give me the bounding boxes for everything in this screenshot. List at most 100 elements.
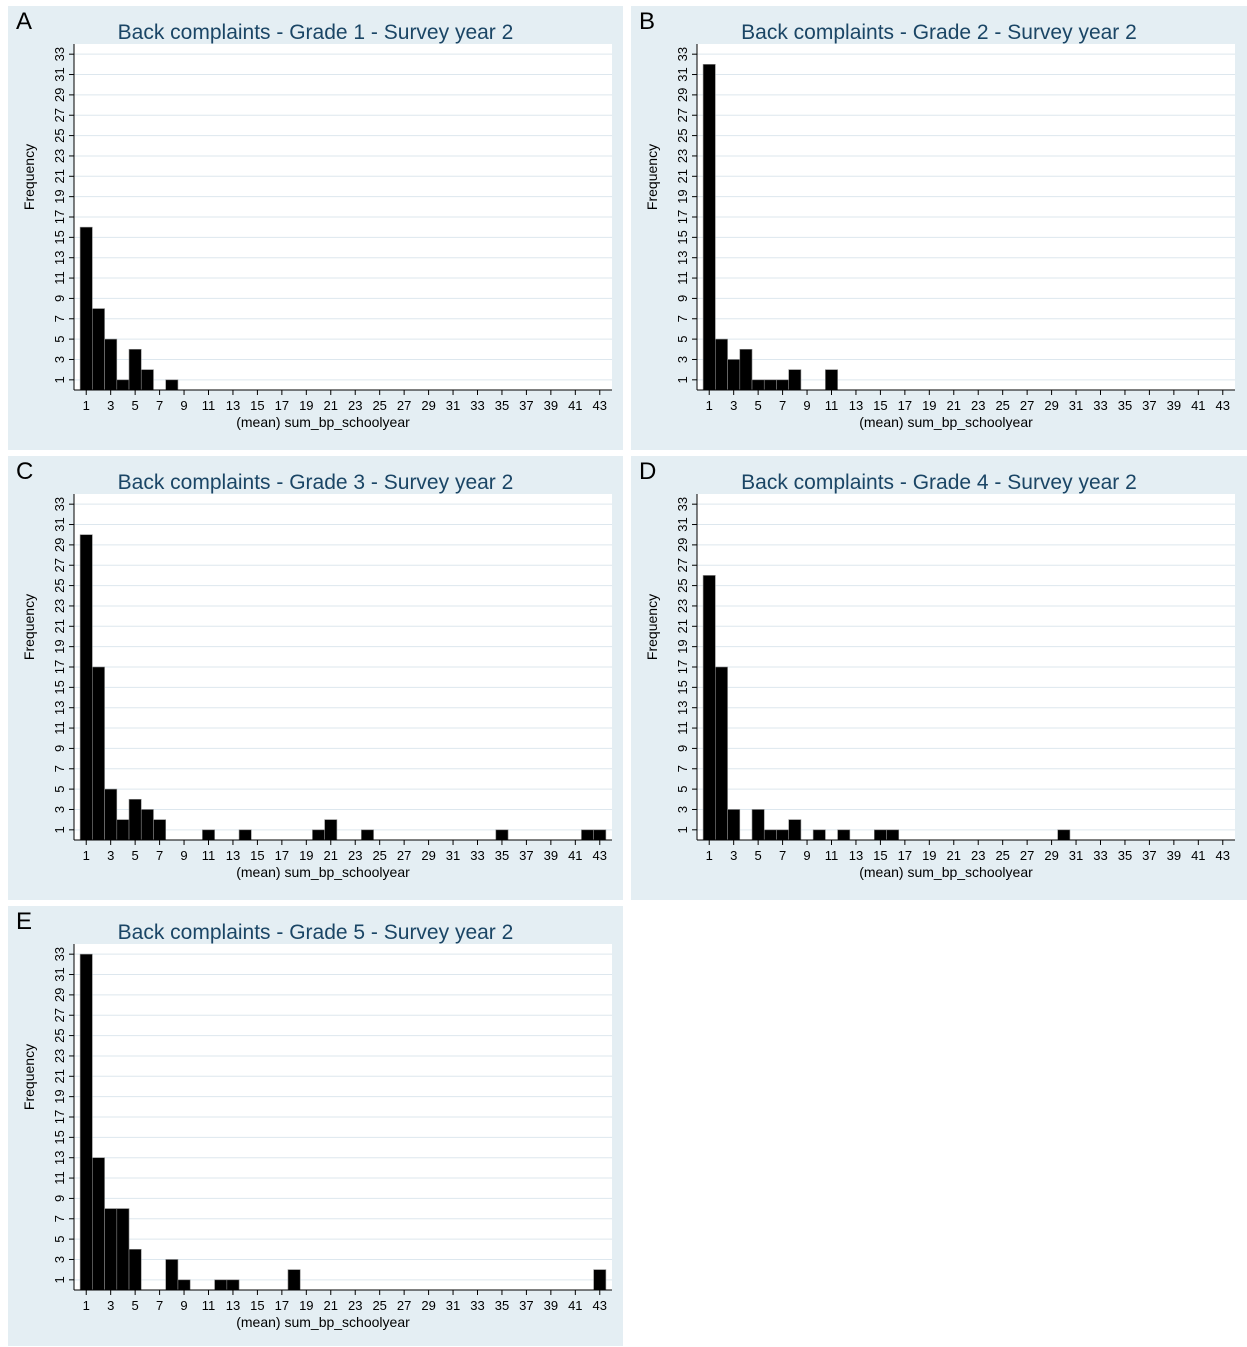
x-tick-label: 7 [156, 1298, 163, 1313]
histogram-bar [1057, 829, 1071, 841]
y-tick-label: 27 [52, 558, 67, 572]
y-tick-label: 19 [52, 189, 67, 203]
x-tick-label: 31 [1069, 398, 1083, 413]
y-tick-label: 19 [675, 189, 690, 203]
histogram-bar [92, 666, 105, 841]
x-tick-label: 35 [1118, 398, 1132, 413]
y-tick-label: 27 [675, 558, 690, 572]
y-tick-label: 11 [52, 721, 67, 735]
x-tick-label: 41 [1191, 848, 1205, 863]
x-axis-title: (mean) sum_bp_schoolyear [859, 414, 1033, 430]
y-tick-label: 21 [675, 169, 690, 183]
y-tick-label: 13 [675, 700, 690, 714]
y-tick-label: 29 [52, 988, 67, 1002]
y-tick-label: 27 [52, 108, 67, 122]
x-tick-label: 5 [755, 398, 762, 413]
histogram-bar [727, 359, 741, 391]
histogram-bar [825, 369, 838, 391]
x-tick-label: 27 [397, 848, 411, 863]
y-tick-label: 9 [52, 745, 67, 752]
x-tick-label: 1 [706, 398, 713, 413]
x-tick-label: 5 [132, 848, 139, 863]
x-tick-label: 11 [825, 848, 839, 863]
x-tick-label: 9 [803, 398, 810, 413]
x-tick-label: 15 [250, 1298, 264, 1313]
histogram-bar [128, 348, 142, 391]
y-tick-label: 27 [675, 108, 690, 122]
y-tick-label: 19 [52, 1089, 67, 1103]
histogram-bar [776, 829, 790, 841]
histogram-bar [165, 379, 179, 391]
y-tick-label: 5 [52, 336, 67, 343]
histogram-bar [238, 829, 252, 841]
y-tick-label: 7 [675, 315, 690, 322]
x-tick-label: 5 [132, 398, 139, 413]
y-tick-label: 17 [52, 1110, 67, 1124]
histogram-bar [886, 829, 900, 841]
x-tick-label: 39 [544, 398, 558, 413]
x-tick-label: 33 [470, 398, 484, 413]
histogram-bar [702, 575, 716, 841]
histogram-bar [751, 809, 765, 841]
x-tick-label: 15 [873, 848, 887, 863]
y-tick-label: 15 [52, 680, 67, 694]
x-axis-title: (mean) sum_bp_schoolyear [236, 864, 410, 880]
x-tick-label: 1 [706, 848, 713, 863]
y-tick-label: 13 [52, 700, 67, 714]
panel-e: E Back complaints - Grade 5 - Survey yea… [8, 906, 623, 1346]
x-tick-label: 7 [779, 848, 786, 863]
y-tick-label: 15 [52, 1130, 67, 1144]
panel-letter: D [639, 458, 657, 485]
x-tick-label: 7 [779, 398, 786, 413]
x-tick-label: 11 [202, 398, 216, 413]
y-tick-label: 33 [52, 947, 67, 961]
chart-title: Back complaints - Grade 5 - Survey year … [117, 921, 514, 944]
y-tick-label: 7 [675, 765, 690, 772]
x-tick-label: 37 [1142, 848, 1156, 863]
histogram-bar [776, 379, 790, 391]
histogram-bar [79, 953, 93, 1291]
y-tick-label: 3 [52, 356, 67, 363]
x-tick-label: 3 [107, 1298, 114, 1313]
panel-letter: C [16, 458, 34, 485]
histogram-bar [812, 829, 826, 841]
y-tick-label: 9 [675, 745, 690, 752]
histogram-bar [177, 1279, 191, 1291]
chart-svg: 1 3 5 7 9 11 13 15 17 19 21 23 25 27 29 31 33 35 37 39 41 431… [21, 44, 612, 430]
y-tick-label: 19 [52, 639, 67, 653]
x-tick-label: 1 [83, 398, 90, 413]
y-tick-label: 7 [52, 315, 67, 322]
y-tick-label: 33 [675, 47, 690, 61]
x-tick-label: 17 [275, 1298, 289, 1313]
histogram-bar [287, 1269, 301, 1291]
y-tick-label: 27 [52, 1008, 67, 1022]
x-tick-label: 15 [250, 848, 264, 863]
histogram-bar [495, 829, 509, 841]
y-tick-label: 5 [675, 786, 690, 793]
histogram-bar [226, 1279, 240, 1291]
x-tick-label: 5 [755, 848, 762, 863]
y-tick-label: 1 [675, 826, 690, 833]
x-tick-label: 23 [348, 848, 362, 863]
x-tick-label: 19 [922, 848, 936, 863]
y-tick-label: 1 [52, 376, 67, 383]
histogram-bar [837, 829, 851, 841]
x-tick-label: 17 [898, 848, 912, 863]
histogram-bar [788, 819, 802, 841]
x-tick-label: 39 [1167, 848, 1181, 863]
x-tick-label: 11 [825, 398, 839, 413]
x-tick-label: 39 [544, 848, 558, 863]
x-tick-label: 25 [372, 848, 386, 863]
x-tick-label: 35 [495, 848, 509, 863]
x-tick-label: 29 [421, 848, 435, 863]
histogram-bar [214, 1279, 228, 1291]
y-tick-label: 11 [52, 271, 67, 285]
x-tick-label: 39 [1167, 398, 1181, 413]
x-tick-label: 31 [1069, 848, 1083, 863]
y-tick-label: 15 [675, 680, 690, 694]
x-tick-label: 21 [324, 1298, 338, 1313]
y-tick-label: 7 [52, 765, 67, 772]
x-tick-label: 29 [421, 1298, 435, 1313]
x-tick-label: 21 [324, 848, 338, 863]
x-tick-label: 37 [519, 1298, 533, 1313]
